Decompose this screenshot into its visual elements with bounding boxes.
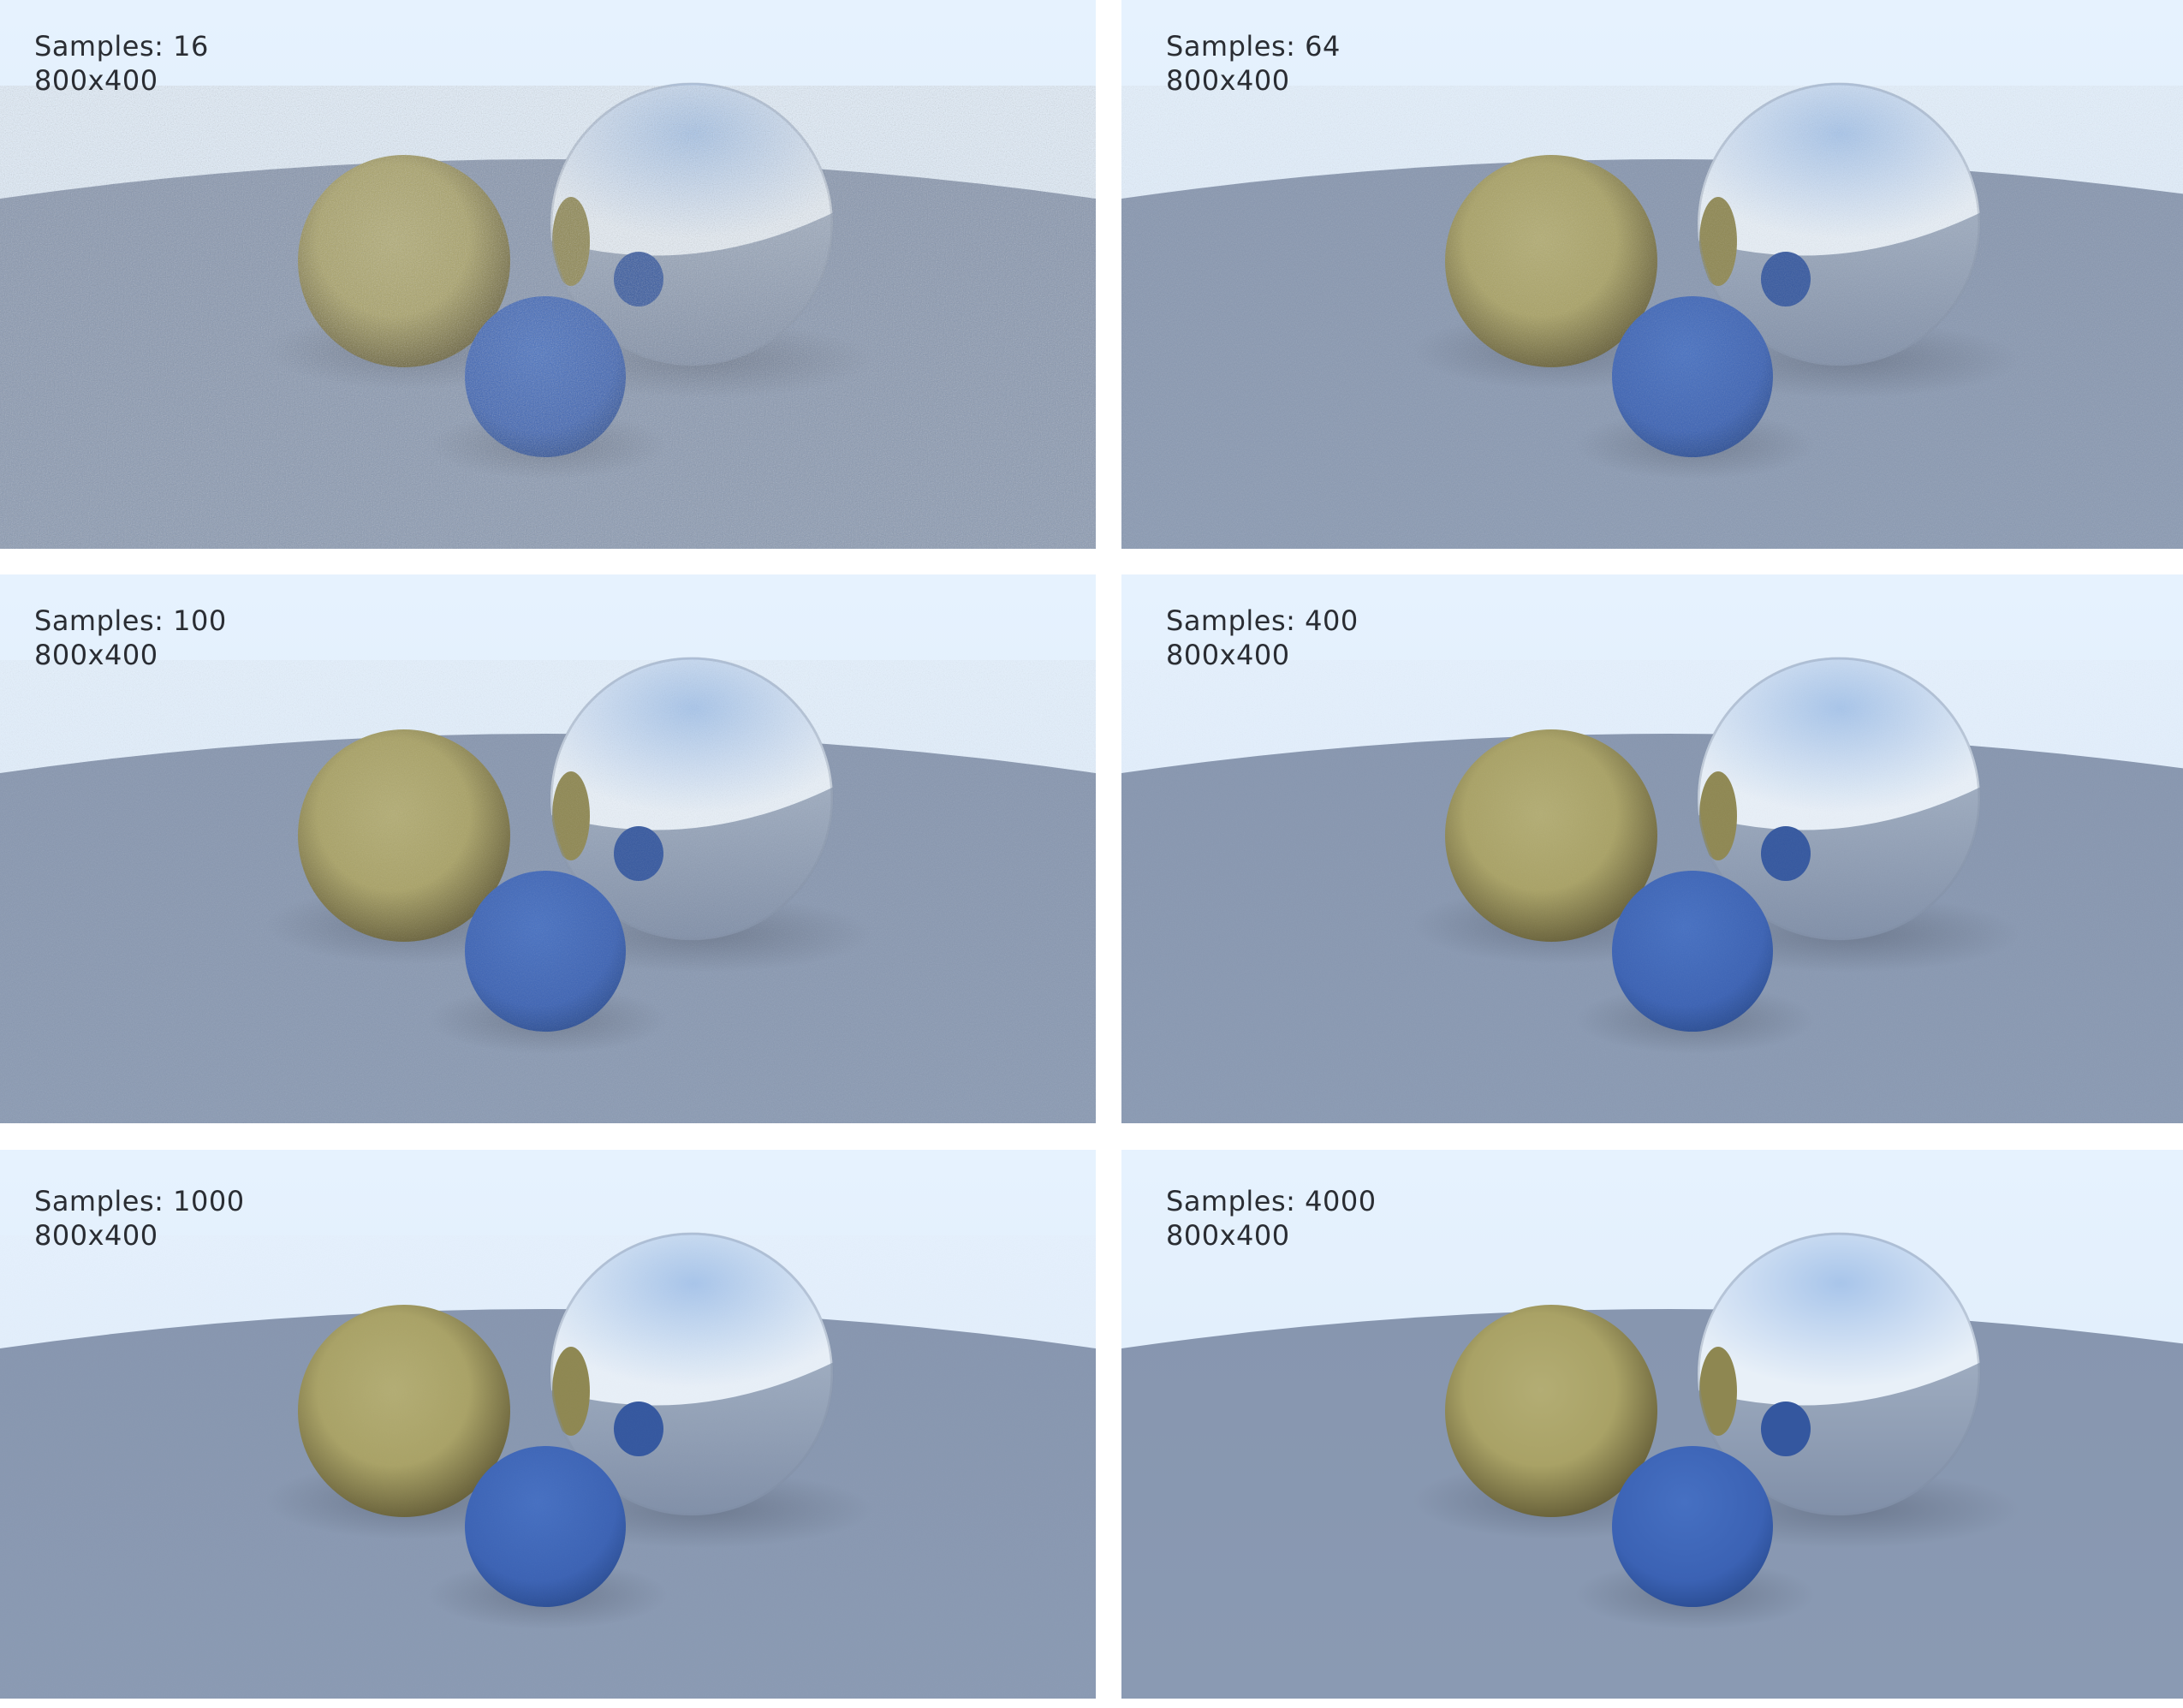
resolution-label: 800x400 [1166, 64, 1290, 97]
render-caption: Samples: 100 800x400 [34, 604, 227, 672]
render-caption: Samples: 16 800x400 [34, 29, 209, 98]
render-image [1121, 0, 2183, 549]
render-panel-3: Samples: 100 800x400 [0, 574, 1096, 1123]
render-image [0, 0, 1096, 549]
samples-label: Samples: 1000 [34, 1185, 245, 1217]
render-panel-6: Samples: 4000 800x400 [1121, 1150, 2183, 1699]
render-image [1121, 1150, 2183, 1699]
render-caption: Samples: 400 800x400 [1166, 604, 1359, 672]
resolution-label: 800x400 [1166, 1219, 1290, 1252]
render-panel-5: Samples: 1000 800x400 [0, 1150, 1096, 1699]
samples-label: Samples: 100 [34, 604, 227, 637]
render-panel-4: Samples: 400 800x400 [1121, 574, 2183, 1123]
resolution-label: 800x400 [1166, 639, 1290, 671]
samples-label: Samples: 4000 [1166, 1185, 1377, 1217]
resolution-label: 800x400 [34, 1219, 158, 1252]
render-image [1121, 574, 2183, 1123]
render-image [0, 574, 1096, 1123]
render-caption: Samples: 1000 800x400 [34, 1184, 245, 1253]
render-caption: Samples: 4000 800x400 [1166, 1184, 1377, 1253]
samples-label: Samples: 400 [1166, 604, 1359, 637]
resolution-label: 800x400 [34, 64, 158, 97]
render-image [0, 1150, 1096, 1699]
samples-label: Samples: 16 [34, 30, 209, 62]
render-panel-2: Samples: 64 800x400 [1121, 0, 2183, 549]
samples-label: Samples: 64 [1166, 30, 1341, 62]
resolution-label: 800x400 [34, 639, 158, 671]
render-panel-1: Samples: 16 800x400 [0, 0, 1096, 549]
render-caption: Samples: 64 800x400 [1166, 29, 1341, 98]
